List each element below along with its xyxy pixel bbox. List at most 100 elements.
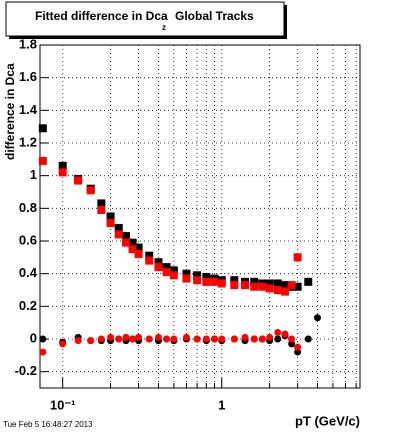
marker <box>274 335 282 343</box>
marker <box>202 272 211 281</box>
marker <box>210 277 219 286</box>
marker <box>250 335 258 343</box>
marker <box>202 335 210 343</box>
marker <box>273 279 282 288</box>
y-tick-label: 1.6 <box>19 69 37 84</box>
marker <box>74 176 83 185</box>
marker <box>97 205 106 214</box>
y-tick-label: 1.8 <box>19 36 37 51</box>
marker <box>230 276 239 285</box>
y-tick-label: 0.4 <box>19 265 38 280</box>
marker <box>38 124 47 133</box>
marker <box>129 335 137 343</box>
marker <box>87 337 95 345</box>
marker <box>145 335 153 343</box>
marker <box>250 277 259 286</box>
marker <box>121 232 130 241</box>
marker <box>107 333 115 341</box>
y-tick-label: 0.2 <box>19 298 37 313</box>
marker <box>218 335 226 343</box>
marker <box>97 199 106 208</box>
marker <box>115 335 123 343</box>
marker <box>169 266 178 275</box>
marker <box>274 328 282 336</box>
marker <box>162 263 171 272</box>
marker <box>182 274 191 283</box>
marker <box>265 284 274 293</box>
marker <box>230 335 238 343</box>
marker <box>145 256 154 265</box>
marker <box>240 281 249 290</box>
marker <box>250 282 259 291</box>
marker <box>114 230 123 239</box>
marker <box>193 335 201 343</box>
marker <box>193 271 202 280</box>
marker <box>134 250 143 259</box>
x-tick-label: 10⁻¹ <box>50 397 76 412</box>
x-axis-label: pT (GeV/c) <box>295 413 360 428</box>
marker <box>170 335 178 343</box>
marker <box>122 333 130 341</box>
marker <box>128 238 137 247</box>
marker <box>135 333 143 341</box>
marker <box>210 335 218 343</box>
title-suffix: Global Tracks <box>175 9 254 23</box>
x-tick-label: 1 <box>218 397 225 412</box>
y-tick-label: 0.6 <box>19 232 37 247</box>
marker <box>314 314 322 322</box>
marker <box>294 348 302 356</box>
y-tick-label: 1 <box>30 167 37 182</box>
marker <box>182 333 190 341</box>
marker <box>294 343 302 351</box>
marker <box>304 335 312 343</box>
marker <box>58 161 67 170</box>
marker <box>39 348 47 356</box>
marker <box>106 212 115 221</box>
marker <box>258 335 266 343</box>
marker <box>128 245 137 254</box>
marker <box>217 279 226 288</box>
marker <box>74 337 82 345</box>
marker <box>202 277 211 286</box>
marker <box>281 281 290 290</box>
marker <box>121 238 130 247</box>
marker <box>281 287 290 296</box>
title-box <box>5 1 285 37</box>
marker <box>163 335 171 343</box>
chart-title: Fitted difference in Dca <box>35 9 168 23</box>
marker <box>182 269 191 278</box>
marker <box>39 335 47 343</box>
marker <box>293 282 302 291</box>
marker <box>288 335 296 343</box>
marker <box>97 335 105 343</box>
y-tick-label: -0.2 <box>15 363 37 378</box>
y-tick-label: 1.4 <box>19 102 38 117</box>
marker <box>287 281 296 290</box>
marker <box>86 186 95 195</box>
marker <box>273 286 282 294</box>
marker <box>265 279 274 288</box>
marker <box>106 219 115 228</box>
marker <box>288 340 296 348</box>
marker <box>230 281 239 290</box>
marker <box>154 263 163 272</box>
marker <box>59 340 67 348</box>
marker <box>38 156 47 165</box>
marker <box>162 268 171 277</box>
marker <box>266 333 274 341</box>
marker <box>258 282 267 291</box>
y-tick-label: 1.2 <box>19 134 37 149</box>
marker <box>281 330 289 338</box>
marker <box>304 277 313 286</box>
marker <box>193 276 202 285</box>
marker <box>145 251 154 260</box>
marker <box>293 253 302 262</box>
y-tick-label: 0 <box>30 330 37 345</box>
y-axis-label: difference in Dca <box>3 63 17 160</box>
title-subscript: z <box>162 23 166 32</box>
marker <box>241 333 249 341</box>
marker <box>134 243 143 252</box>
marker <box>114 223 123 232</box>
